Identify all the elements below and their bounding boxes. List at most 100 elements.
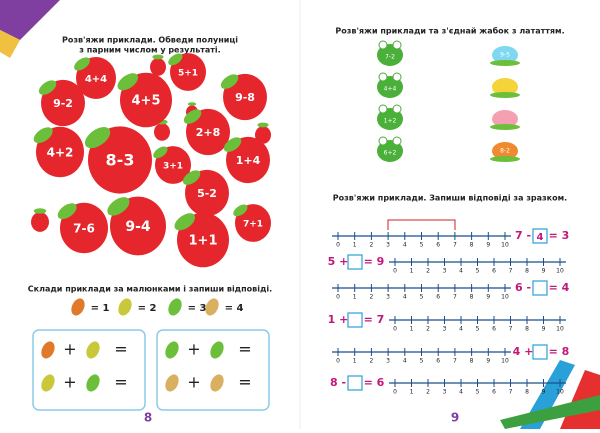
answer-box xyxy=(347,254,363,270)
number-line-label: 5 xyxy=(420,294,424,301)
number-line-label: 3 xyxy=(443,389,447,396)
number-line-label: 8 xyxy=(470,294,474,301)
number-line-label: 10 xyxy=(501,242,509,249)
answer-box xyxy=(532,344,548,360)
number-line-label: 7 xyxy=(453,294,457,301)
strawberry-label: 1+1 xyxy=(189,234,218,249)
number-line-label: 6 xyxy=(492,389,496,396)
number-line-label: 5 xyxy=(476,389,480,396)
number-line-label: 9 xyxy=(542,326,546,333)
legend-label: = 4 xyxy=(225,303,244,314)
number-line-label: 4 xyxy=(459,268,463,275)
strawberry-leaf xyxy=(107,197,130,216)
number-line-label: 0 xyxy=(393,268,397,275)
exercise-box xyxy=(156,329,270,411)
strawberry xyxy=(88,126,152,194)
strawberry-small xyxy=(31,212,49,232)
number-line-label: 2 xyxy=(426,326,430,333)
number-line-label: 8 xyxy=(525,326,529,333)
answer-box xyxy=(532,280,548,296)
strawberry xyxy=(170,53,206,91)
number-line-label: 0 xyxy=(336,294,340,301)
number-line-label: 0 xyxy=(336,358,340,365)
number-line-label: 9 xyxy=(486,242,490,249)
legend-label: = 1 xyxy=(91,303,110,314)
number-line-label: 7 xyxy=(509,389,513,396)
frog-eye xyxy=(378,104,388,114)
strawberry-leaf xyxy=(74,57,90,71)
leaf-icon xyxy=(210,374,224,392)
equation-right: = 6 xyxy=(364,376,385,389)
number-line-label: 3 xyxy=(386,242,390,249)
number-line-label: 9 xyxy=(542,268,546,275)
equation-left: 5 + xyxy=(328,255,349,268)
number-line-label: 6 xyxy=(436,242,440,249)
leaf-icon xyxy=(41,341,55,359)
frog xyxy=(377,44,403,66)
equals: = xyxy=(114,340,127,359)
answer-box xyxy=(347,375,363,391)
equation-left: 1 + xyxy=(328,313,349,326)
number-line-label: 9 xyxy=(542,389,546,396)
leaf-icon xyxy=(205,298,219,316)
lily xyxy=(492,78,518,96)
leaf xyxy=(33,208,47,214)
number-line-label: 1 xyxy=(353,242,357,249)
strawberry-leaf xyxy=(223,137,242,152)
instruction: Розв'яжи приклади та з'єднай жабок з лат… xyxy=(335,26,564,36)
plus: + xyxy=(187,373,200,392)
leaf-icon xyxy=(165,374,179,392)
equals: = xyxy=(238,340,251,359)
number-line-label: 3 xyxy=(386,358,390,365)
strawberry xyxy=(155,146,191,184)
strawberry-small xyxy=(154,123,170,141)
frog xyxy=(377,108,403,130)
instruction: Розв'яжи приклади. Обведи полуниці xyxy=(62,35,238,45)
strawberry-leaf xyxy=(57,203,77,220)
number-line-label: 2 xyxy=(369,294,373,301)
strawberry xyxy=(41,79,85,127)
number-line-label: 2 xyxy=(426,268,430,275)
strawberry-label: 9-2 xyxy=(53,97,73,110)
equation-right: = 3 xyxy=(549,229,570,242)
number-line-label: 7 xyxy=(509,268,513,275)
frog-label: 6+2 xyxy=(384,150,397,157)
number-line-label: 5 xyxy=(420,358,424,365)
strawberry-label: 2+8 xyxy=(196,126,221,139)
leaf-icon xyxy=(86,374,100,392)
strawberry-label: 1+4 xyxy=(236,154,261,167)
strawberry-label: 3+1 xyxy=(163,162,183,172)
number-line-label: 3 xyxy=(443,268,447,275)
number-line-label: 5 xyxy=(476,326,480,333)
strawberry-small xyxy=(255,126,271,144)
number-line-label: 1 xyxy=(410,268,414,275)
number-line-label: 2 xyxy=(369,358,373,365)
strawberry-label: 4+2 xyxy=(47,146,74,160)
number-line-label: 8 xyxy=(525,389,529,396)
leaf-icon xyxy=(41,374,55,392)
strawberry-leaf xyxy=(183,109,202,124)
equation-right: = 7 xyxy=(364,313,385,326)
number-line-label: 10 xyxy=(501,294,509,301)
strawberry-leaf xyxy=(182,170,201,185)
strawberry-label: 5-2 xyxy=(197,187,217,200)
number-line-label: 9 xyxy=(486,358,490,365)
answer-box xyxy=(532,228,548,244)
number-line-label: 1 xyxy=(353,294,357,301)
strawberry xyxy=(76,57,116,99)
equation-left: 8 - xyxy=(330,376,346,389)
strawberry-label: 9-4 xyxy=(125,219,151,235)
frog-label: 7-2 xyxy=(385,54,395,61)
frog-label: 1+2 xyxy=(384,118,397,125)
lily-pad xyxy=(490,156,520,162)
strawberry-label: 5+1 xyxy=(178,69,198,79)
number-line-label: 1 xyxy=(410,326,414,333)
number-line-label: 4 xyxy=(403,294,407,301)
exercise-box xyxy=(32,329,146,411)
equation-right: = 4 xyxy=(549,281,570,294)
strawberry-small xyxy=(150,58,166,76)
number-line-label: 8 xyxy=(470,358,474,365)
number-line-label: 6 xyxy=(436,358,440,365)
number-line-label: 10 xyxy=(501,358,509,365)
